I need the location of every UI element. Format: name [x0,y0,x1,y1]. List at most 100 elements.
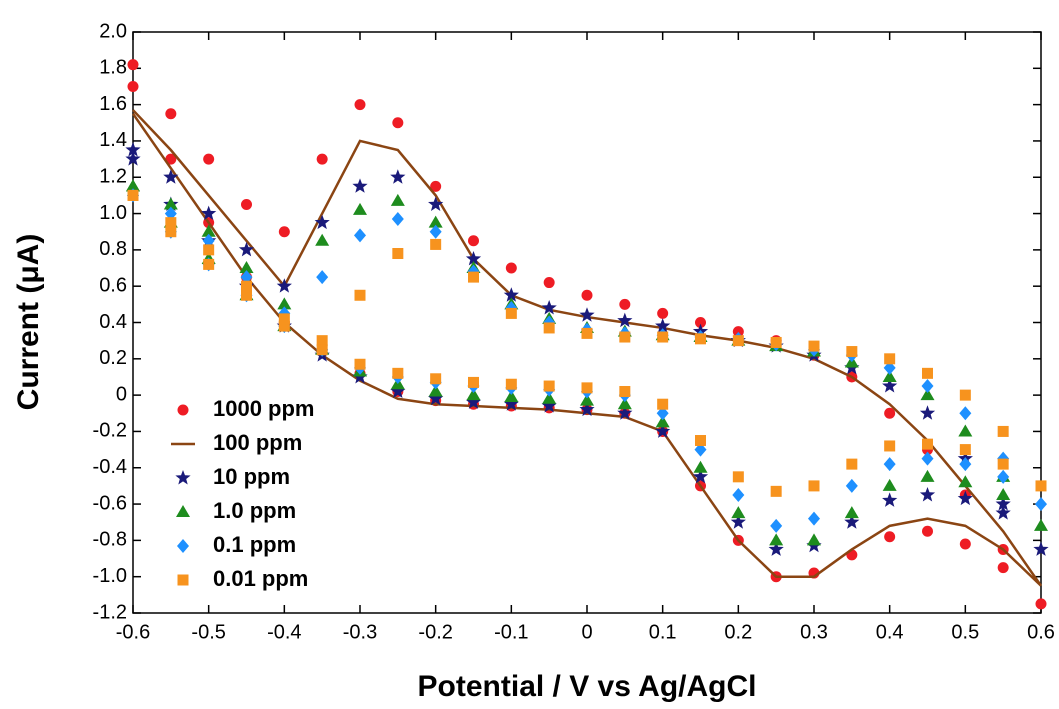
data-point [579,401,595,417]
data-point [884,353,896,365]
data-point [730,514,746,529]
data-point [883,457,896,472]
data-point [1035,598,1047,610]
data-point [884,407,896,419]
data-point [921,451,934,466]
data-point [694,442,707,457]
legend-label: 0.1 ppm [213,532,296,557]
data-point [468,235,479,247]
data-point [201,224,216,237]
data-point [276,278,292,293]
data-point [241,198,252,210]
data-point [316,335,328,347]
data-point [203,153,215,165]
data-point [541,299,557,315]
data-point [807,533,821,546]
data-point [997,458,1009,470]
data-point [354,228,366,243]
data-point [1034,518,1048,531]
data-point [352,178,368,193]
data-point [315,233,330,246]
data-point [125,142,141,157]
data-point [240,270,253,285]
data-point [959,406,972,421]
data-point [465,250,482,266]
data-point [580,393,594,406]
data-point [163,197,178,210]
data-point [997,562,1009,574]
data-point [428,390,444,406]
data-point [278,313,290,325]
x-tick-label: 0.1 [649,621,677,643]
data-point [882,369,897,382]
data-point [278,320,290,332]
data-point [619,331,631,343]
data-point [619,385,631,397]
data-point [655,318,671,333]
data-point [655,415,670,428]
data-point [543,380,555,392]
y-tick-label: -1.0 [93,565,127,587]
data-point [581,327,593,339]
data-point [1035,497,1047,512]
data-point [846,346,858,358]
data-point [201,205,217,221]
data-point [541,398,557,413]
x-tick-label: 0.2 [724,621,752,643]
legend-swatch [176,505,190,517]
data-point [238,241,255,257]
data-point [769,533,784,546]
data-point [692,468,709,484]
y-axis-title: Current (μA) [12,234,45,411]
data-point [465,394,482,409]
y-tick-label: 1.6 [99,93,127,115]
data-point [656,406,669,421]
data-point [203,244,215,256]
x-tick-label: -0.6 [116,621,150,643]
data-point [770,518,783,533]
data-point [617,405,633,420]
data-point [959,389,971,401]
data-point [505,307,517,319]
legend-label: 1000 ppm [213,396,315,421]
data-point [165,108,177,120]
data-point [844,506,859,519]
legend-swatch [177,574,189,586]
data-point [844,514,860,529]
data-point [732,326,744,338]
data-point [884,440,896,452]
data-point [316,153,328,165]
y-tick-label: 0.8 [99,238,127,260]
data-point [1035,480,1047,492]
data-point [125,151,141,166]
data-point [127,59,139,71]
y-tick-label: -0.8 [93,529,127,551]
y-tick-label: 0.6 [99,274,127,296]
data-point [277,297,292,310]
data-point [468,271,479,283]
data-point [466,388,481,401]
data-point [543,277,555,289]
data-point [732,471,744,483]
data-point [126,179,140,192]
data-point [430,373,442,385]
data-point [391,212,404,227]
y-tick-label: 0 [116,383,127,405]
data-point [883,360,896,375]
data-point [127,80,139,92]
data-point [884,531,896,543]
data-point [165,226,177,238]
data-point [996,487,1011,500]
data-point [241,289,252,301]
data-point [959,538,971,550]
data-point [657,398,669,410]
y-tick-label: 1.2 [99,166,127,188]
data-point [919,486,936,502]
data-point [1033,541,1049,556]
data-point [995,496,1011,511]
data-point [846,458,858,470]
data-point [543,322,555,334]
x-tick-label: 0 [581,621,592,643]
y-tick-label: 1.0 [99,202,127,224]
data-point [430,238,442,250]
